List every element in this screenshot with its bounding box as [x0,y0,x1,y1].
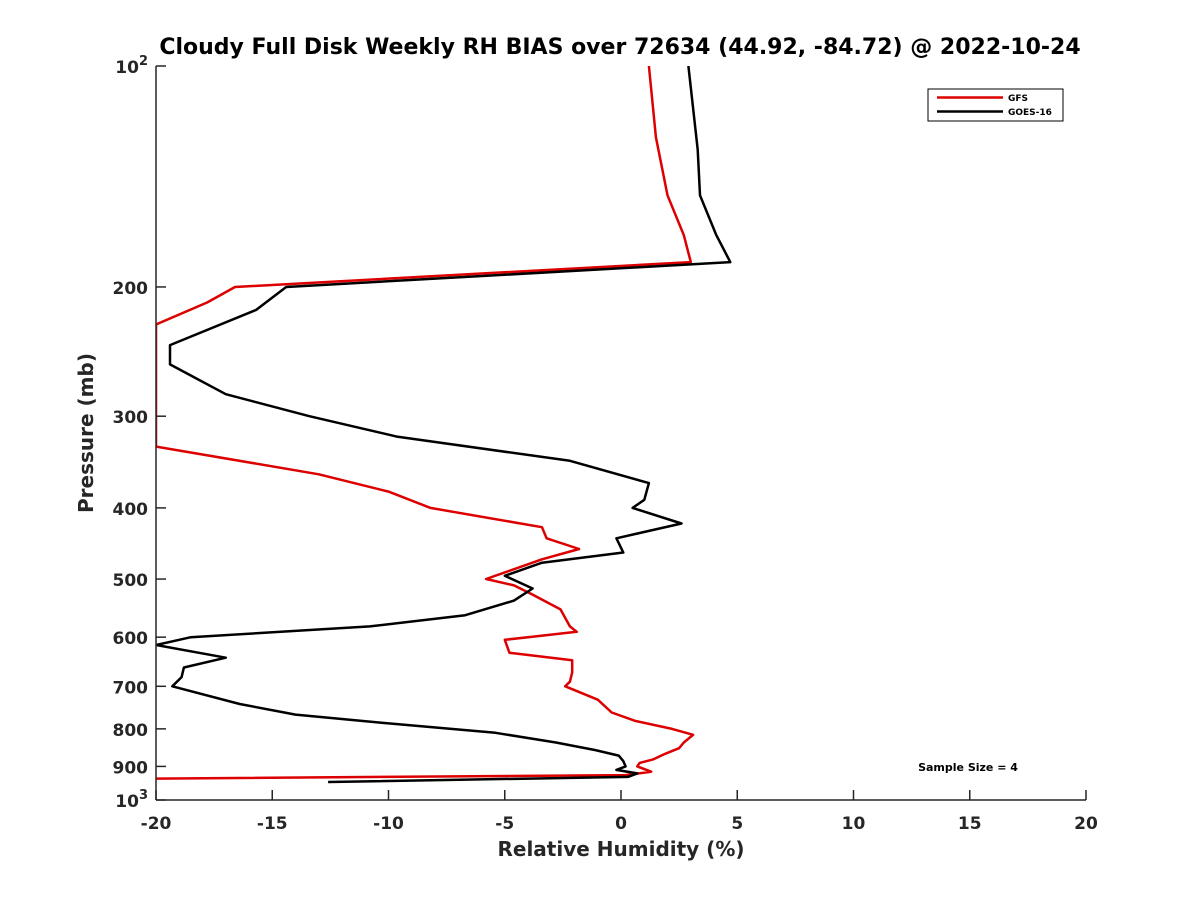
series-layer [156,66,732,784]
x-tick-label: 10 [842,814,866,834]
y-tick-label: 102 [115,54,148,78]
y-tick-label: 500 [113,571,149,591]
y-axis-label: Pressure (mb) [74,353,98,513]
y-axis-ticks: 102 200 300 400 500 600 700 800 900 103 [113,54,166,812]
x-tick-label: -15 [257,814,288,834]
x-tick-label: -10 [373,814,404,834]
y-tick-label: 103 [115,788,148,812]
chart-title: Cloudy Full Disk Weekly RH BIAS over 726… [159,35,1080,60]
legend-box [927,88,1064,122]
x-tick-label: -20 [141,814,172,834]
y-tick-label: 600 [113,629,149,649]
y-tick-label: 300 [113,408,149,428]
x-tick-label: 15 [958,814,982,834]
y-tick-label: 700 [113,678,149,698]
legend-label-goes16: GOES-16 [1008,108,1052,118]
x-tick-label: -5 [495,814,514,834]
sample-size-annotation: Sample Size = 4 [918,761,1018,774]
y-tick-label: 900 [113,758,149,778]
x-axis-ticks: -20 -15 -10 -5 0 5 10 15 20 [141,790,1098,834]
series-line-gfs [156,66,695,780]
legend: GFS GOES-16 [927,88,1064,122]
y-tick-label: 400 [113,500,149,520]
x-tick-label: 0 [615,814,627,834]
y-tick-label: 800 [113,721,149,741]
series-line-goes16 [156,66,732,784]
y-tick-label: 200 [113,279,149,299]
x-tick-label: 20 [1074,814,1098,834]
legend-label-gfs: GFS [1008,94,1028,104]
x-axis-label: Relative Humidity (%) [497,837,744,861]
x-tick-label: 5 [731,814,743,834]
